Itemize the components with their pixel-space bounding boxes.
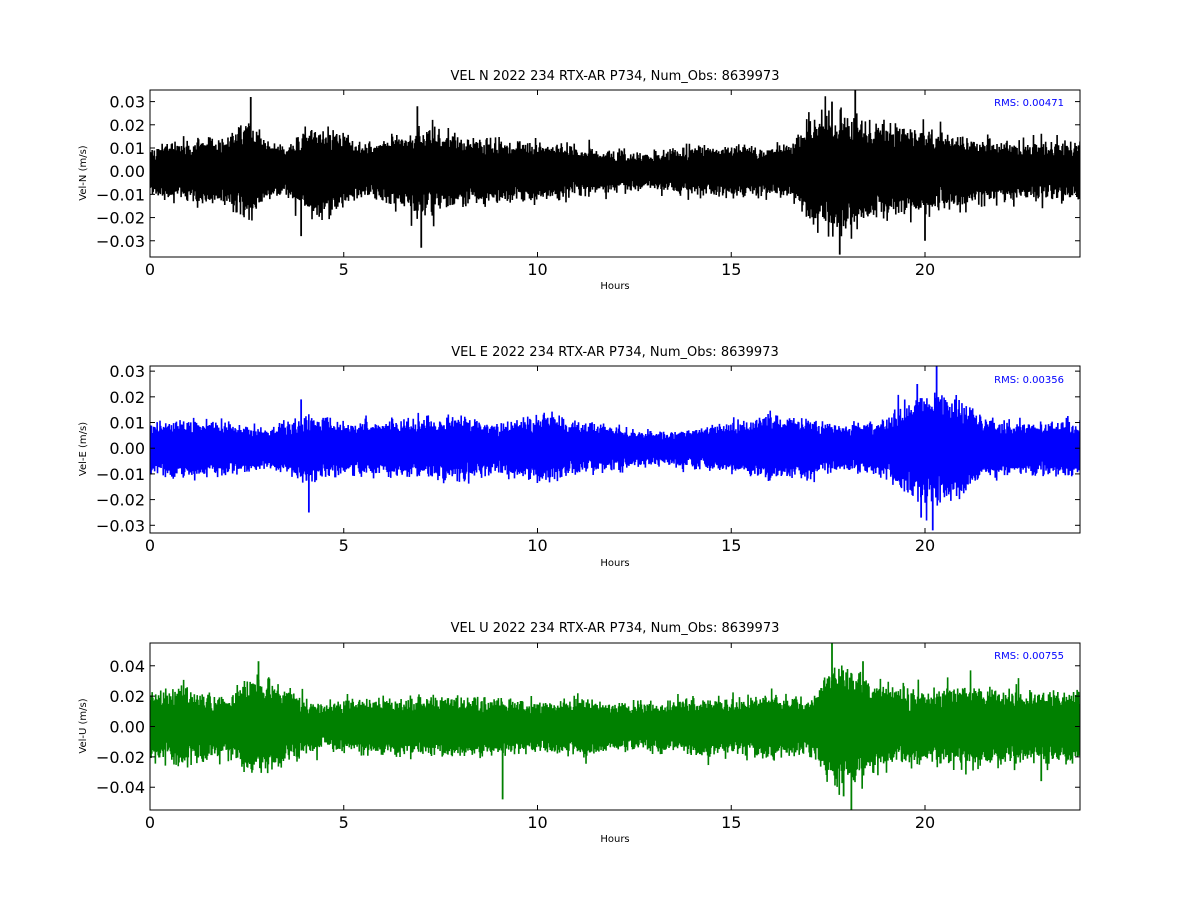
series-line — [150, 665, 1080, 795]
y-tick-label: 0.01 — [109, 139, 145, 158]
y-axis-label: Vel-N (m/s) — [78, 145, 89, 200]
series-trace-group — [150, 643, 1080, 810]
rms-annotation: RMS: 0.00755 — [994, 651, 1064, 662]
y-tick-label: −0.03 — [96, 232, 145, 251]
y-tick-label: −0.04 — [96, 778, 145, 797]
x-tick-label: 5 — [339, 260, 349, 279]
chart-title: VEL U 2022 234 RTX-AR P734, Num_Obs: 863… — [451, 621, 780, 636]
y-tick-label: −0.02 — [96, 209, 145, 228]
panel-vel-n: VEL N 2022 234 RTX-AR P734, Num_Obs: 863… — [78, 69, 1081, 292]
rms-annotation: RMS: 0.00471 — [994, 98, 1064, 109]
x-tick-label: 10 — [527, 536, 547, 555]
x-tick-label: 15 — [721, 260, 741, 279]
rms-annotation: RMS: 0.00356 — [994, 375, 1064, 386]
panel-vel-e: VEL E 2022 234 RTX-AR P734, Num_Obs: 863… — [78, 345, 1081, 569]
x-tick-label: 10 — [527, 260, 547, 279]
series-line — [150, 392, 1080, 521]
y-axis-label: Vel-U (m/s) — [78, 698, 89, 753]
x-tick-label: 0 — [145, 260, 155, 279]
x-axis-label: Hours — [600, 558, 629, 569]
y-tick-label: 0.03 — [109, 93, 145, 112]
y-tick-label: 0.02 — [109, 116, 145, 135]
x-tick-label: 15 — [721, 536, 741, 555]
x-tick-label: 15 — [721, 813, 741, 832]
annotation-group: RMS: 0.00471 — [994, 98, 1064, 109]
y-axis-label: Vel-E (m/s) — [78, 422, 89, 476]
y-tick-label: 0.01 — [109, 414, 145, 433]
y-tick-label: 0.02 — [109, 687, 145, 706]
y-tick-label: 0.03 — [109, 362, 145, 381]
axes-group: 0 5 10 15 20 −0.04 −0.02 0.00 0.02 0.04 — [96, 642, 1081, 832]
y-tick-label: −0.03 — [96, 516, 145, 535]
axes-frame — [149, 89, 1081, 258]
axes-frame — [149, 365, 1081, 534]
x-tick-label: 0 — [145, 536, 155, 555]
y-tick-label: 0.00 — [109, 439, 145, 458]
axes-group: 0 5 10 15 20 −0.03 −0.02 −0.01 0.00 0.01 0.02 0.03 — [96, 89, 1081, 279]
y-tick-label: 0.00 — [109, 162, 145, 181]
chart-title: VEL N 2022 234 RTX-AR P734, Num_Obs: 863… — [451, 69, 780, 84]
x-tick-label: 20 — [915, 536, 935, 555]
x-tick-label: 20 — [915, 260, 935, 279]
x-tick-label: 10 — [527, 813, 547, 832]
axes-group: 0 5 10 15 20 −0.03 −0.02 −0.01 0.00 0.01 0.02 0.03 — [96, 362, 1081, 555]
y-tick-label: 0.02 — [109, 388, 145, 407]
series-trace-group — [150, 90, 1080, 255]
x-tick-label: 0 — [145, 813, 155, 832]
panel-vel-u: VEL U 2022 234 RTX-AR P734, Num_Obs: 863… — [78, 621, 1081, 845]
y-tick-label: −0.02 — [96, 748, 145, 767]
x-tick-label: 20 — [915, 813, 935, 832]
annotation-group: RMS: 0.00356 — [994, 375, 1064, 386]
x-tick-label: 5 — [339, 813, 349, 832]
y-tick-label: −0.01 — [96, 465, 145, 484]
y-tick-label: 0.04 — [109, 657, 145, 676]
series-trace-group — [150, 366, 1080, 531]
y-tick-label: −0.02 — [96, 491, 145, 510]
y-tick-label: 0.00 — [109, 718, 145, 737]
x-axis-label: Hours — [600, 281, 629, 292]
annotation-group: RMS: 0.00755 — [994, 651, 1064, 662]
x-tick-label: 5 — [339, 536, 349, 555]
y-tick-label: −0.01 — [96, 185, 145, 204]
chart-title: VEL E 2022 234 RTX-AR P734, Num_Obs: 863… — [451, 345, 778, 360]
x-axis-label: Hours — [600, 834, 629, 845]
